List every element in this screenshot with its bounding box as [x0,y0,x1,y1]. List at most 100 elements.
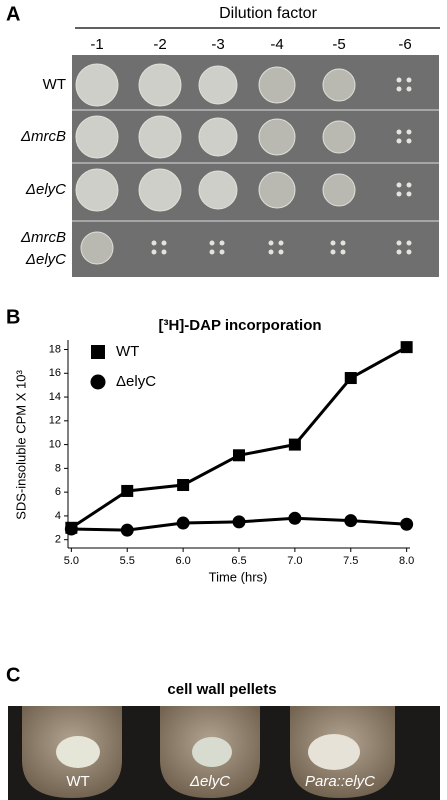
colony [161,249,167,255]
colony [396,191,402,197]
panel-b: B [³H]-DAP incorporation SDS-insoluble C… [6,306,414,584]
colony-spot [198,117,238,157]
colony-spot [258,171,296,209]
colony [406,249,412,255]
legend-marker [91,345,105,359]
colony [406,77,412,83]
y-axis-label: SDS-insoluble CPM X 10³ [13,370,28,520]
x-axis-label: Time (hrs) [209,569,268,584]
row-label: WT [43,76,66,93]
y-tick-label: 12 [49,415,61,427]
column-label: -2 [153,36,166,53]
row-label: ΔmrcB [20,229,66,246]
plate-photo [72,55,439,277]
panel-c: C cell wall pellets WT ΔelyC Para::elyC [6,664,440,800]
colony [278,249,284,255]
colony [209,249,215,255]
colony [406,240,412,246]
panel-a: A Dilution factor -1 -2 -3 -4 -5 -6 WT ΔmrcB Δel… [6,3,440,277]
colony-spot [80,231,114,265]
colony-spot [75,168,119,212]
tube-label: ΔelyC [189,773,230,790]
column-label: -3 [211,36,224,53]
colony [396,86,402,92]
panel-letter: A [6,3,20,25]
y-tick-label: 10 [49,439,61,451]
colony [406,191,412,197]
colony [406,182,412,188]
colony [209,240,215,246]
marker [121,484,134,497]
colony [151,249,157,255]
marker [177,479,190,492]
colony [278,240,284,246]
panel-letter: C [6,664,20,686]
legend-label: ΔelyC [116,373,156,390]
colony [340,240,346,246]
y-tick-label: 2 [55,534,61,546]
pellet [192,737,232,767]
colony-spot [75,115,119,159]
y-tick-label: 4 [55,510,61,522]
marker [400,341,413,354]
marker [288,511,302,525]
colony [219,249,225,255]
marker [176,516,190,530]
x-tick-label: 5.5 [120,555,135,567]
legend-label: WT [116,343,139,360]
y-tick-label: 6 [55,486,61,498]
colony [219,240,225,246]
y-tick-label: 18 [49,343,61,355]
x-tick-label: 8.0 [399,555,414,567]
colony [268,240,274,246]
colony [406,86,412,92]
panel-letter: B [6,306,20,328]
colony [396,182,402,188]
tube-label: WT [66,773,89,790]
marker [400,517,414,531]
x-tick-label: 7.0 [287,555,302,567]
marker [120,523,134,537]
y-tick-label: 16 [49,367,61,379]
x-tick-label: 6.5 [231,555,246,567]
colony-spot [322,120,356,154]
x-tick-label: 6.0 [175,555,190,567]
y-tick-label: 8 [55,462,61,474]
y-tick-label: 14 [49,391,61,403]
colony [396,240,402,246]
dilution-title: Dilution factor [219,5,317,22]
marker [344,372,357,385]
photo-title: cell wall pellets [167,681,276,698]
row-label: ΔmrcB [20,128,66,145]
marker [232,515,246,529]
marker [64,522,78,536]
colony [268,249,274,255]
colony-spot [138,115,182,159]
legend-marker [90,374,106,390]
colony [161,240,167,246]
colony-spot [138,168,182,212]
column-label: -4 [270,36,283,53]
x-tick-label: 7.5 [343,555,358,567]
colony [396,77,402,83]
x-tick-label: 5.0 [64,555,79,567]
marker [344,514,358,528]
colony [406,129,412,135]
colony [330,249,336,255]
chart-title: [³H]-DAP incorporation [158,317,321,334]
colony [396,138,402,144]
colony [406,138,412,144]
colony-spot [258,118,296,156]
colony [151,240,157,246]
tube-label: Para::elyC [305,773,375,790]
colony-spot [138,63,182,107]
colony-spot [75,63,119,107]
column-label: -6 [398,36,411,53]
colony [396,249,402,255]
pellet [308,734,360,770]
marker [233,449,245,462]
colony-spot [258,66,296,104]
colony-spot [322,173,356,207]
row-label: ΔelyC [25,181,66,198]
